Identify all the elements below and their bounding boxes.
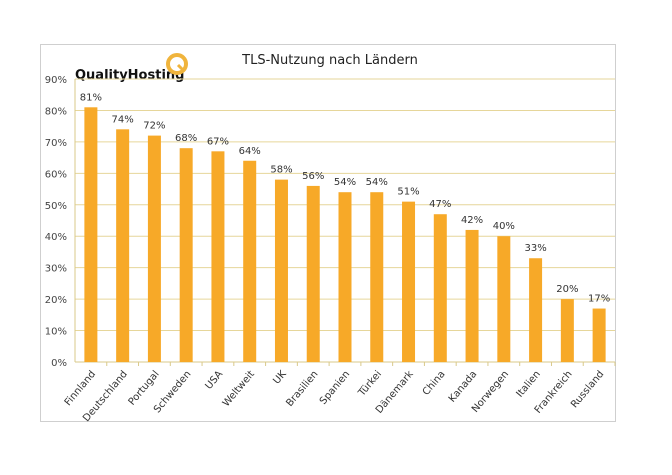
data-label: 58% <box>270 165 292 176</box>
data-label: 20% <box>556 284 578 295</box>
bar-türkei <box>370 192 384 362</box>
bar-weltweit <box>243 160 257 362</box>
data-label: 42% <box>461 215 483 226</box>
bar-finnland <box>84 107 98 362</box>
x-tick-label: UK <box>271 369 289 387</box>
data-label: 72% <box>143 121 165 132</box>
data-label: 68% <box>175 133 197 144</box>
bar-usa <box>211 151 225 362</box>
x-tick-label: USA <box>204 369 226 392</box>
data-label: 74% <box>112 114 134 125</box>
data-label: 67% <box>207 136 229 147</box>
bar-frankreich <box>560 299 574 362</box>
bar-uk <box>274 179 288 362</box>
bar-norwegen <box>497 236 511 362</box>
data-label: 54% <box>366 177 388 188</box>
bar-russland <box>592 308 606 362</box>
bar-portugal <box>147 135 161 362</box>
data-label: 51% <box>397 187 419 198</box>
x-tick-label: Brasilien <box>284 369 320 409</box>
bar-china <box>433 214 447 362</box>
data-label: 33% <box>524 243 546 254</box>
y-tick-label: 80% <box>45 106 67 117</box>
data-label: 54% <box>334 177 356 188</box>
bar-kanada <box>465 229 479 362</box>
data-label: 56% <box>302 171 324 182</box>
chart-title: TLS-Nutzung nach Ländern <box>241 53 418 68</box>
bar-deutschland <box>116 129 130 362</box>
bar-spanien <box>338 192 352 362</box>
x-tick-label: Kanada <box>447 369 480 405</box>
x-tick-label: Weltweit <box>221 369 257 409</box>
data-label: 64% <box>239 146 261 157</box>
x-tick-label: Russland <box>569 369 606 410</box>
y-tick-label: 20% <box>45 295 67 306</box>
y-tick-label: 0% <box>51 358 67 369</box>
y-tick-label: 60% <box>45 169 67 180</box>
bar-italien <box>529 258 543 362</box>
data-label: 17% <box>588 294 610 305</box>
x-tick-label: Spanien <box>318 369 352 407</box>
bar-schweden <box>179 148 193 362</box>
x-tick-label: China <box>421 369 448 398</box>
x-tick-label: Italien <box>515 369 543 400</box>
chart-frame <box>40 44 616 422</box>
y-tick-label: 40% <box>45 232 67 243</box>
y-tick-label: 10% <box>45 327 67 338</box>
logo-q-icon <box>166 53 188 75</box>
y-tick-label: 70% <box>45 138 67 149</box>
data-label: 81% <box>80 92 102 103</box>
bar-brasilien <box>306 185 320 362</box>
data-label: 40% <box>493 221 515 232</box>
bar-dänemark <box>402 201 416 362</box>
data-label: 47% <box>429 199 451 210</box>
x-tick-label: Türkei <box>356 369 384 399</box>
y-tick-label: 50% <box>45 201 67 212</box>
y-tick-label: 30% <box>45 264 67 275</box>
y-tick-label: 90% <box>45 75 67 86</box>
